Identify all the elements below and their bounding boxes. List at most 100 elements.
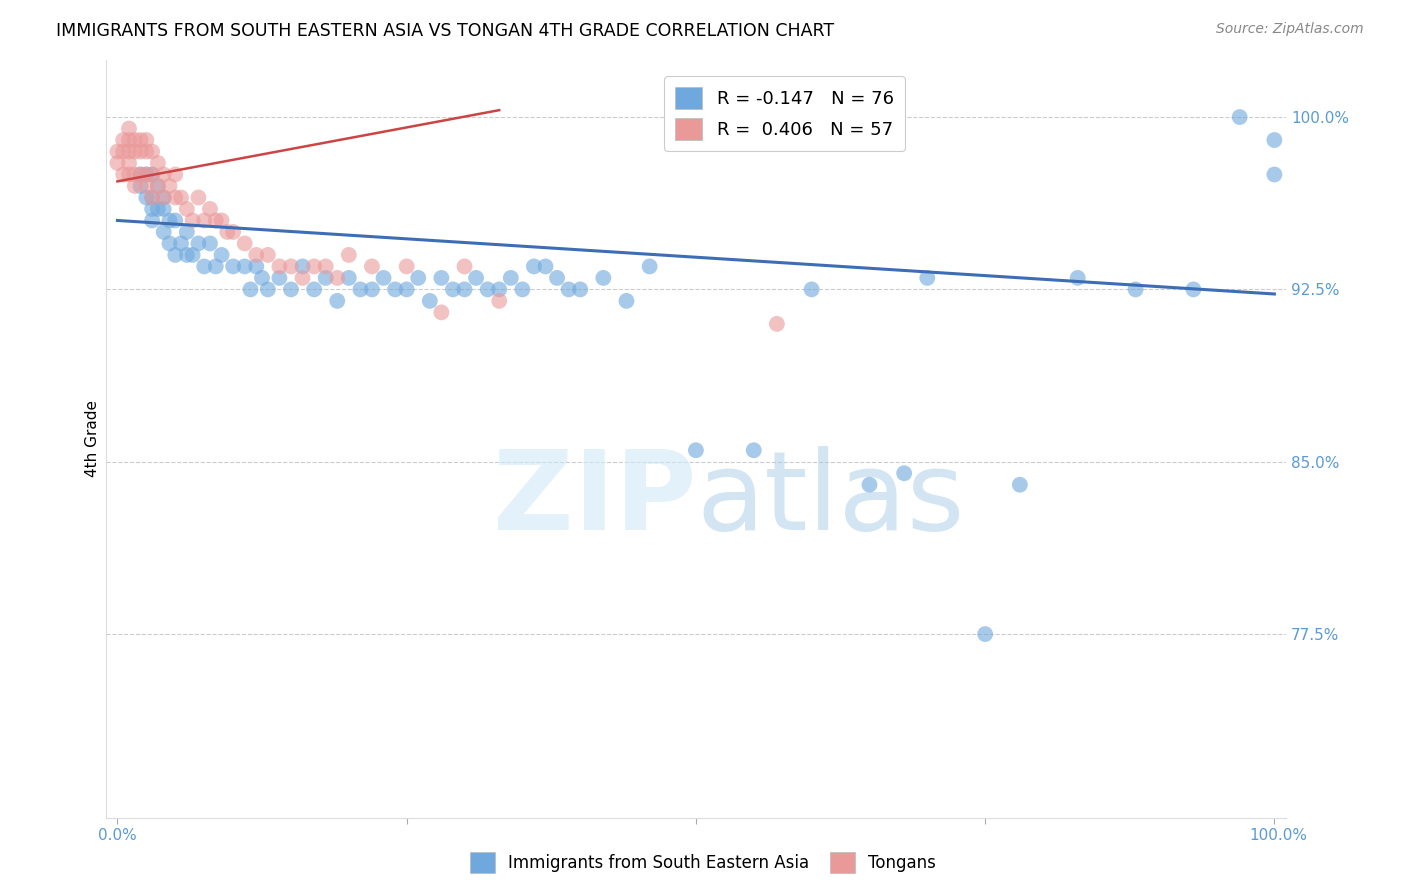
Point xyxy=(141,202,163,216)
Point xyxy=(152,225,174,239)
Point xyxy=(256,282,278,296)
Point xyxy=(118,133,141,147)
Point xyxy=(198,236,221,251)
Point xyxy=(280,282,302,296)
Point xyxy=(159,179,181,194)
Point xyxy=(165,248,187,262)
Point xyxy=(107,156,129,170)
Point xyxy=(135,145,157,159)
Point xyxy=(349,282,371,296)
Point xyxy=(211,213,233,227)
Point xyxy=(118,156,141,170)
Point xyxy=(337,271,360,285)
Point xyxy=(135,190,157,204)
Point xyxy=(488,282,510,296)
Y-axis label: 4th Grade: 4th Grade xyxy=(86,401,100,477)
Point xyxy=(141,168,163,182)
Point xyxy=(176,225,198,239)
Point xyxy=(361,282,384,296)
Point xyxy=(129,168,152,182)
Point xyxy=(269,271,291,285)
Point xyxy=(430,271,453,285)
Point xyxy=(159,236,181,251)
Point xyxy=(146,179,169,194)
Legend: R = -0.147   N = 76, R =  0.406   N = 57: R = -0.147 N = 76, R = 0.406 N = 57 xyxy=(664,76,904,151)
Point xyxy=(159,213,181,227)
Point xyxy=(1263,168,1285,182)
Point xyxy=(129,133,152,147)
Point xyxy=(124,168,146,182)
Point xyxy=(499,271,522,285)
Point xyxy=(233,260,256,274)
Point xyxy=(419,293,441,308)
Point xyxy=(124,145,146,159)
Point xyxy=(1263,133,1285,147)
Point xyxy=(204,260,226,274)
Text: 100.0%: 100.0% xyxy=(1250,828,1308,843)
Point xyxy=(181,213,204,227)
Point xyxy=(170,190,193,204)
Point xyxy=(569,282,592,296)
Legend: Immigrants from South Eastern Asia, Tongans: Immigrants from South Eastern Asia, Tong… xyxy=(464,846,942,880)
Point xyxy=(222,260,245,274)
Point xyxy=(141,168,163,182)
Point xyxy=(453,260,475,274)
Point xyxy=(198,202,221,216)
Text: 0.0%: 0.0% xyxy=(98,828,138,843)
Point xyxy=(430,305,453,319)
Point xyxy=(118,121,141,136)
Point xyxy=(291,271,314,285)
Point xyxy=(245,260,267,274)
Point xyxy=(239,282,262,296)
Point xyxy=(222,225,245,239)
Point xyxy=(152,202,174,216)
Point xyxy=(135,133,157,147)
Point xyxy=(107,145,129,159)
Point xyxy=(152,190,174,204)
Point xyxy=(129,179,152,194)
Point xyxy=(1229,110,1251,124)
Point xyxy=(302,282,325,296)
Point xyxy=(181,248,204,262)
Point xyxy=(742,443,765,458)
Point xyxy=(135,179,157,194)
Text: ZIP: ZIP xyxy=(492,446,696,553)
Point xyxy=(291,260,314,274)
Point xyxy=(152,168,174,182)
Point xyxy=(124,133,146,147)
Text: IMMIGRANTS FROM SOUTH EASTERN ASIA VS TONGAN 4TH GRADE CORRELATION CHART: IMMIGRANTS FROM SOUTH EASTERN ASIA VS TO… xyxy=(56,22,834,40)
Point xyxy=(112,133,135,147)
Text: Source: ZipAtlas.com: Source: ZipAtlas.com xyxy=(1216,22,1364,37)
Point xyxy=(165,168,187,182)
Point xyxy=(250,271,273,285)
Point xyxy=(187,190,209,204)
Point xyxy=(766,317,789,331)
Point xyxy=(129,168,152,182)
Point xyxy=(512,282,534,296)
Point xyxy=(453,282,475,296)
Point xyxy=(592,271,614,285)
Point xyxy=(269,260,291,274)
Point xyxy=(557,282,579,296)
Point xyxy=(170,236,193,251)
Point xyxy=(118,168,141,182)
Point xyxy=(217,225,239,239)
Point xyxy=(141,145,163,159)
Point xyxy=(193,213,215,227)
Point xyxy=(315,260,337,274)
Point xyxy=(233,236,256,251)
Point xyxy=(616,293,638,308)
Point xyxy=(211,248,233,262)
Point xyxy=(638,260,661,274)
Point xyxy=(141,190,163,204)
Point xyxy=(176,202,198,216)
Point xyxy=(165,213,187,227)
Point xyxy=(129,145,152,159)
Point xyxy=(326,293,349,308)
Point xyxy=(893,467,915,481)
Point xyxy=(917,271,939,285)
Point xyxy=(141,213,163,227)
Point xyxy=(326,271,349,285)
Point xyxy=(546,271,568,285)
Point xyxy=(141,190,163,204)
